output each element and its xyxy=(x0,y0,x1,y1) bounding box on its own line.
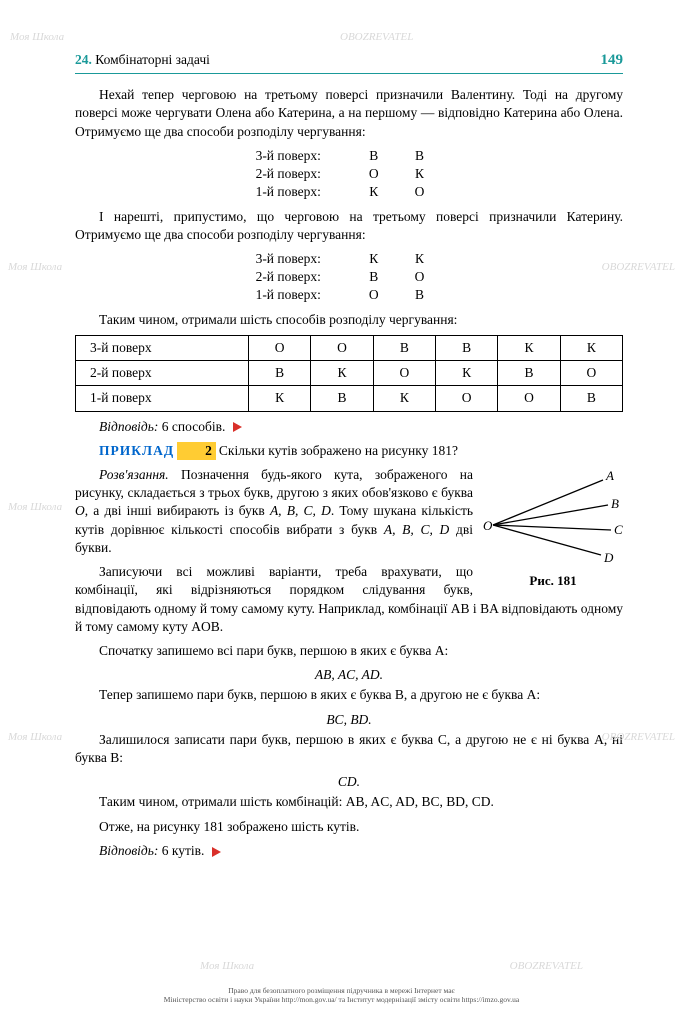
example-number: 2 xyxy=(177,442,216,460)
angle-diagram-icon: O A B C D xyxy=(483,470,623,565)
watermark: Моя Школа xyxy=(10,30,64,45)
pairs-line: BC, BD. xyxy=(75,711,623,729)
triangle-icon xyxy=(212,847,221,857)
pairs-line: CD. xyxy=(75,773,623,791)
watermark: OBOZREVATEL xyxy=(510,959,583,974)
svg-text:B: B xyxy=(611,496,619,511)
answer-label: Відповідь: xyxy=(99,843,158,858)
figure-caption: Рис. 181 xyxy=(483,572,623,590)
watermark: OBOZREVATEL xyxy=(340,30,413,45)
watermark: Моя Школа xyxy=(8,500,62,515)
section-number: 24. xyxy=(75,52,92,67)
svg-text:C: C xyxy=(614,522,623,537)
textbook-page: Моя Школа OBOZREVATEL Моя Школа OBOZREVA… xyxy=(0,0,683,1024)
watermark: Моя Школа xyxy=(8,260,62,275)
example-label: ПРИКЛАД xyxy=(99,443,174,458)
pairs-line: AB, AC, AD. xyxy=(75,666,623,684)
page-number: 149 xyxy=(601,50,624,70)
paragraph: І нарешті, припустимо, що черговою на тр… xyxy=(75,208,623,244)
page-footer: Право для безоплатного розміщення підруч… xyxy=(0,986,683,1004)
example-question: Скільки кутів зображено на рисунку 181? xyxy=(219,443,458,458)
example-heading: ПРИКЛАД2Скільки кутів зображено на рисун… xyxy=(75,442,623,460)
summary-table: 3-й поверх О О В В К К 2-й поверх В К О … xyxy=(75,335,623,412)
page-header: 24. Комбінаторні задачі 149 xyxy=(75,50,623,74)
figure-181: O A B C D Рис. 181 xyxy=(483,470,623,589)
svg-text:D: D xyxy=(603,550,614,565)
svg-text:O: O xyxy=(483,518,493,533)
footer-line: Право для безоплатного розміщення підруч… xyxy=(0,986,683,995)
answer-text: 6 способів. xyxy=(162,419,226,434)
duty-table-1: 3-й поверх:ВВ 2-й поверх:ОК 1-й поверх:К… xyxy=(256,147,443,202)
watermark: Моя Школа xyxy=(8,730,62,745)
paragraph: Таким чином, отримали шість комбінацій: … xyxy=(75,793,623,811)
answer-label: Відповідь: xyxy=(99,419,158,434)
paragraph: Нехай тепер черговою на третьому поверсі… xyxy=(75,86,623,141)
footer-line: Міністерство освіти і науки України http… xyxy=(0,995,683,1004)
paragraph: Тепер запишемо пари букв, першою в яких … xyxy=(75,686,623,704)
answer-line: Відповідь: 6 кутів. xyxy=(75,842,623,860)
answer-line: Відповідь: 6 способів. xyxy=(75,418,623,436)
solution-label: Розв'язання. xyxy=(99,467,169,482)
section-title: Комбінаторні задачі xyxy=(95,52,210,67)
watermark: OBOZREVATEL xyxy=(602,260,675,275)
duty-table-2: 3-й поверх:КК 2-й поверх:ВО 1-й поверх:О… xyxy=(256,250,443,305)
paragraph: Таким чином, отримали шість способів роз… xyxy=(75,311,623,329)
triangle-icon xyxy=(233,422,242,432)
watermark: Моя Школа xyxy=(200,959,254,974)
paragraph: Залишилося записати пари букв, першою в … xyxy=(75,731,623,767)
section-heading: 24. Комбінаторні задачі xyxy=(75,51,210,69)
svg-text:A: A xyxy=(605,470,614,483)
answer-text: 6 кутів. xyxy=(162,843,205,858)
paragraph: Спочатку запишемо всі пари букв, першою … xyxy=(75,642,623,660)
paragraph: Отже, на рисунку 181 зображено шість кут… xyxy=(75,818,623,836)
